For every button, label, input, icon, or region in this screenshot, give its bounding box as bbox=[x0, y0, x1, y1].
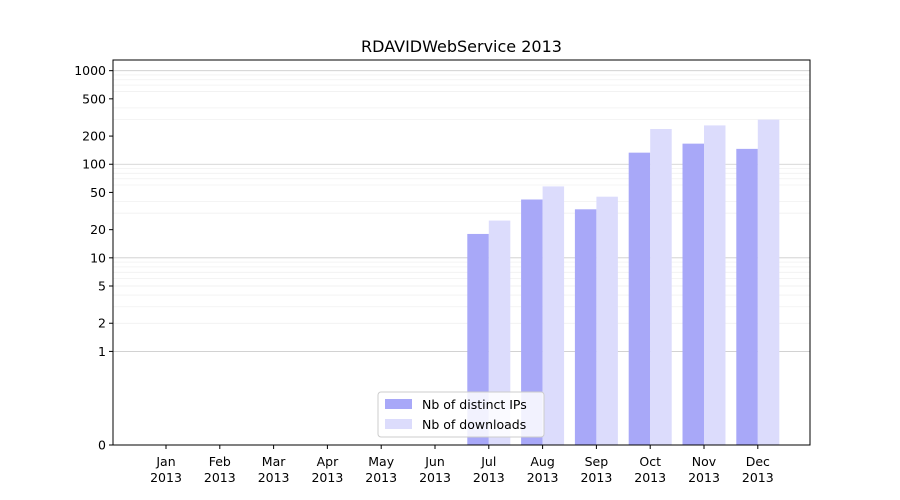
bar-downloads bbox=[757, 119, 780, 446]
bar-distinct-ips bbox=[628, 152, 651, 445]
y-tick-label: 5 bbox=[98, 279, 106, 294]
x-tick-label-month: Feb bbox=[209, 454, 231, 469]
plot-frame bbox=[112, 59, 811, 446]
y-axis: 0 1 2 5 10 20 50 100 200 500 1000 bbox=[74, 63, 113, 453]
x-tick-label-year: 2013 bbox=[527, 470, 559, 485]
legend: Nb of distinct IPs Nb of downloads bbox=[377, 391, 545, 438]
legend-box bbox=[377, 391, 545, 438]
bar-distinct-ips bbox=[736, 148, 758, 445]
legend-swatch bbox=[385, 419, 412, 429]
x-tick-label-month: Apr bbox=[317, 454, 339, 469]
x-tick-label-year: 2013 bbox=[150, 470, 182, 485]
legend-swatch bbox=[385, 399, 412, 409]
x-tick-label-month: Dec bbox=[746, 454, 770, 469]
x-tick-label-month: Jun bbox=[424, 454, 445, 469]
legend-label: Nb of distinct IPs bbox=[422, 397, 527, 412]
x-tick-label-month: Nov bbox=[692, 454, 717, 469]
x-tick-label-month: Sep bbox=[585, 454, 609, 469]
bar-distinct-ips bbox=[682, 143, 704, 445]
y-tick-label: 50 bbox=[90, 185, 106, 200]
x-tick-label-month: Jan bbox=[155, 454, 175, 469]
x-tick-label-year: 2013 bbox=[365, 470, 397, 485]
x-tick-label-year: 2013 bbox=[580, 470, 612, 485]
y-tick-label: 500 bbox=[82, 91, 106, 106]
y-tick-label: 10 bbox=[90, 250, 106, 265]
y-tick-label: 1 bbox=[98, 344, 106, 359]
x-axis: Jan2013Feb2013Mar2013Apr2013May2013Jun20… bbox=[150, 445, 774, 485]
x-tick-label-month: Mar bbox=[262, 454, 286, 469]
y-tick-label: 20 bbox=[90, 222, 106, 237]
bar-downloads bbox=[596, 196, 618, 445]
legend-label: Nb of downloads bbox=[422, 417, 526, 432]
x-tick-label-year: 2013 bbox=[204, 470, 236, 485]
x-tick-label-year: 2013 bbox=[258, 470, 290, 485]
x-tick-label-year: 2013 bbox=[311, 470, 343, 485]
y-tick-label: 0 bbox=[98, 438, 106, 453]
x-tick-label-year: 2013 bbox=[473, 470, 505, 485]
bar-series bbox=[467, 119, 780, 446]
bar-distinct-ips bbox=[574, 209, 597, 445]
bar-downloads bbox=[650, 129, 672, 445]
bar-distinct-ips bbox=[521, 199, 543, 445]
x-tick-label-year: 2013 bbox=[419, 470, 451, 485]
y-tick-label: 1000 bbox=[74, 63, 106, 78]
x-tick-label-month: Jul bbox=[480, 454, 496, 469]
bar-downloads bbox=[488, 220, 511, 445]
y-tick-label: 100 bbox=[82, 157, 106, 172]
bar-downloads bbox=[704, 125, 726, 445]
y-tick-label: 2 bbox=[98, 316, 106, 331]
x-tick-label-month: Oct bbox=[639, 454, 661, 469]
x-tick-label-year: 2013 bbox=[742, 470, 774, 485]
x-tick-label-month: Aug bbox=[530, 454, 554, 469]
x-tick-label-year: 2013 bbox=[688, 470, 720, 485]
x-tick-label-month: May bbox=[368, 454, 394, 469]
bar-downloads bbox=[542, 186, 565, 445]
x-tick-label-year: 2013 bbox=[634, 470, 666, 485]
chart-title: RDAVIDWebService 2013 bbox=[361, 37, 562, 56]
y-tick-label: 200 bbox=[82, 129, 106, 144]
